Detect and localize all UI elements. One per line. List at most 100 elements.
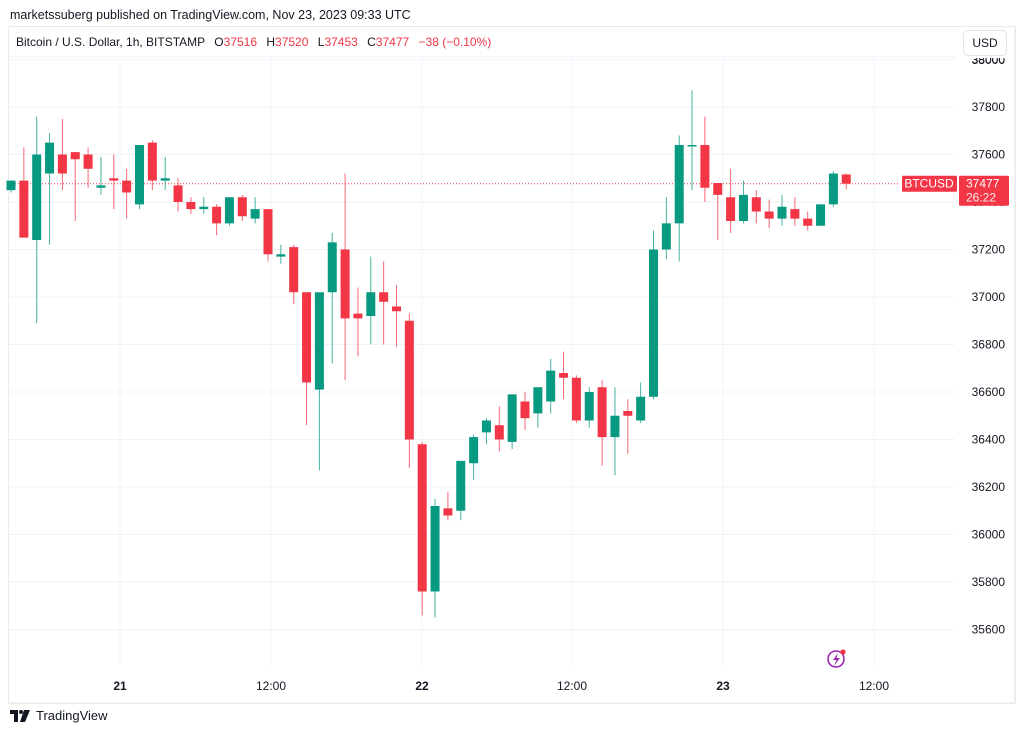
candle-body[interactable]	[687, 145, 697, 147]
high-label: H	[266, 35, 276, 49]
candle-body[interactable]	[674, 145, 684, 224]
symbol-legend: Bitcoin / U.S. Dollar, 1h, BITSTAMP O375…	[16, 35, 491, 49]
candle-body[interactable]	[661, 223, 671, 250]
candle-body[interactable]	[828, 173, 838, 205]
candle-body[interactable]	[649, 249, 658, 397]
price-axis-label: 37200	[972, 243, 1006, 257]
price-axis-label: 36200	[972, 480, 1006, 494]
candle-body[interactable]	[173, 185, 183, 202]
symbol-label: BTCUSD	[904, 177, 954, 191]
candle-body[interactable]	[636, 396, 646, 421]
candle-body[interactable]	[738, 194, 748, 221]
candle-body[interactable]	[289, 247, 299, 293]
last-price-value: 37477	[966, 177, 1000, 191]
candle-body[interactable]	[790, 209, 800, 219]
candle-body[interactable]	[379, 292, 389, 302]
candle-body[interactable]	[430, 506, 440, 592]
last-price-box	[959, 175, 1009, 206]
candle-body[interactable]	[816, 204, 826, 226]
price-axis-label: 37000	[972, 290, 1006, 304]
time-axis-label: 23	[716, 679, 730, 693]
symbol-description[interactable]: Bitcoin / U.S. Dollar, 1h, BITSTAMP	[16, 35, 205, 49]
candle-body[interactable]	[96, 185, 106, 188]
candle-body[interactable]	[597, 387, 607, 438]
candle-body[interactable]	[610, 415, 620, 438]
candle-body[interactable]	[533, 387, 543, 414]
candle-body[interactable]	[147, 142, 157, 181]
symbol-label-bg	[902, 175, 957, 192]
candle-body[interactable]	[302, 292, 312, 383]
candle-body[interactable]	[751, 197, 761, 212]
candle-body[interactable]	[494, 425, 504, 440]
candle-body[interactable]	[417, 444, 427, 592]
candle-body[interactable]	[520, 401, 530, 419]
candle-body[interactable]	[340, 249, 350, 319]
candle-body[interactable]	[507, 394, 517, 442]
candle-body[interactable]	[135, 145, 144, 205]
open-label: O	[214, 35, 224, 49]
candle-body[interactable]	[726, 197, 736, 221]
price-axis-label: 36800	[972, 338, 1006, 352]
candle-body[interactable]	[32, 154, 42, 241]
candle-body[interactable]	[186, 202, 196, 210]
tradingview-logo[interactable]: TradingView	[10, 708, 108, 723]
price-axis-label: 36400	[972, 433, 1006, 447]
time-axis-label: 12:00	[557, 679, 587, 693]
candle-body[interactable]	[481, 420, 491, 433]
candle-body[interactable]	[443, 508, 453, 516]
candle-body[interactable]	[546, 370, 556, 402]
time-axis-label: 12:00	[859, 679, 889, 693]
candle-body[interactable]	[70, 152, 80, 160]
candle-body[interactable]	[237, 197, 247, 217]
candle-body[interactable]	[327, 242, 337, 293]
candle-body[interactable]	[57, 154, 67, 174]
open-value: 37516	[223, 35, 258, 49]
candle-body[interactable]	[559, 373, 569, 378]
candle-body[interactable]	[276, 254, 286, 257]
candle-body[interactable]	[623, 411, 633, 416]
candle-body[interactable]	[571, 377, 581, 421]
price-axis-label: 35600	[972, 623, 1006, 637]
candle-body[interactable]	[6, 180, 16, 191]
price-axis-label: 37600	[972, 148, 1006, 162]
price-axis-label: 35800	[972, 575, 1006, 589]
published-by-line: marketssuberg published on TradingView.c…	[10, 8, 411, 22]
close-value: 37477	[375, 35, 410, 49]
candle-body[interactable]	[777, 206, 787, 219]
high-value: 37520	[275, 35, 309, 49]
candle-body[interactable]	[199, 206, 209, 210]
currency-button[interactable]: USD	[963, 30, 1007, 56]
candle-body[interactable]	[841, 174, 851, 184]
candle-body[interactable]	[353, 313, 363, 319]
low-value: 37453	[324, 35, 358, 49]
close-label: C	[367, 35, 376, 49]
candle-body[interactable]	[83, 154, 93, 169]
candle-body[interactable]	[160, 178, 170, 181]
candle-body[interactable]	[404, 320, 414, 440]
candle-body[interactable]	[263, 209, 273, 255]
candle-body[interactable]	[700, 145, 710, 188]
candle-body[interactable]	[456, 460, 466, 511]
candle-body[interactable]	[224, 197, 234, 224]
tradingview-logo-icon	[10, 709, 30, 722]
time-axis-label: 22	[415, 679, 429, 693]
candle-body[interactable]	[366, 292, 376, 316]
candle-body[interactable]	[250, 209, 260, 219]
candle-body[interactable]	[122, 180, 132, 193]
change-value: −38 (−0.10%)	[418, 35, 492, 49]
candle-body[interactable]	[764, 211, 774, 219]
candle-body[interactable]	[212, 206, 222, 224]
candle-body[interactable]	[314, 292, 324, 390]
candle-body[interactable]	[19, 180, 29, 238]
candle-body[interactable]	[584, 392, 594, 421]
candle-body[interactable]	[803, 218, 813, 226]
price-axis-label: 37800	[972, 100, 1006, 114]
price-axis-label: 36000	[972, 528, 1006, 542]
candle-body[interactable]	[45, 142, 55, 174]
candle-body[interactable]	[392, 306, 401, 312]
lightning-alert-icon[interactable]	[827, 649, 846, 668]
candle-body[interactable]	[109, 178, 119, 181]
candle-body[interactable]	[713, 183, 723, 195]
candle-body[interactable]	[469, 437, 479, 464]
